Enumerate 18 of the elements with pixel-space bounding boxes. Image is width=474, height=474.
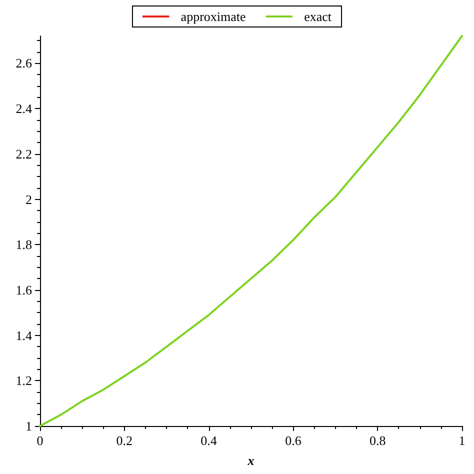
- y-tick-label: 1.6: [16, 282, 32, 298]
- x-tick-label: 0.6: [285, 433, 302, 448]
- y-tick-label: 1.2: [16, 373, 32, 388]
- x-axis-title: x: [246, 453, 255, 468]
- y-tick-label: 1: [26, 418, 32, 434]
- x-tick-label: 0.2: [116, 433, 133, 448]
- y-tick-label: 2.4: [16, 101, 32, 116]
- y-tick-label: 2.6: [16, 56, 32, 71]
- legend-label: exact: [304, 9, 332, 24]
- legend-label: approximate: [180, 9, 246, 24]
- y-tick-label: 2.2: [16, 146, 32, 162]
- x-tick-label: 0.4: [200, 433, 218, 448]
- x-tick-label: 0: [36, 433, 44, 448]
- y-tick-label: 1.4: [16, 328, 32, 343]
- y-tick-label: 1.8: [16, 237, 32, 252]
- y-tick-label: 2: [26, 192, 32, 207]
- x-tick-label: 0.8: [369, 433, 386, 448]
- x-tick-label: 1: [458, 433, 466, 448]
